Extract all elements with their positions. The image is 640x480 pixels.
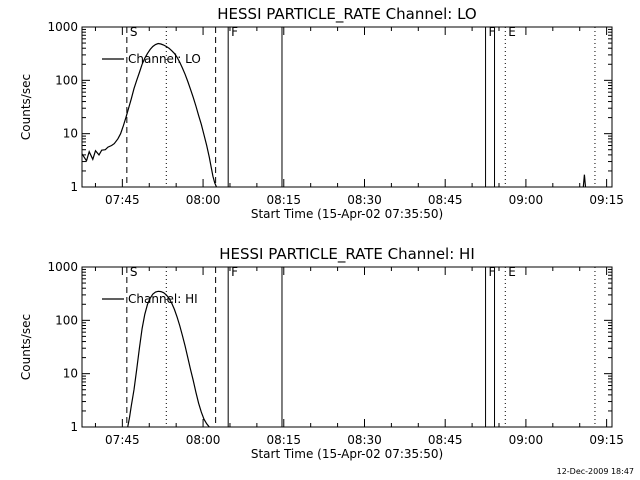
chart-panel-lo: HESSI PARTICLE_RATE Channel: LO 07:45 08:0… — [19, 5, 624, 221]
x-tick-label: 08:15 — [266, 193, 301, 207]
legend-label: Channel: HI — [128, 292, 198, 306]
x-tick-label: 07:45 — [105, 193, 140, 207]
x-tick-label: 08:45 — [428, 193, 463, 207]
y-axis-label: Counts/sec — [19, 314, 33, 380]
x-tick-label: 08:45 — [428, 433, 463, 447]
y-tick-label: 100 — [55, 73, 78, 87]
x-tick-label: 08:00 — [186, 433, 221, 447]
plot-frame — [81, 26, 613, 188]
chart-title: HESSI PARTICLE_RATE Channel: LO — [217, 5, 476, 24]
chart-title: HESSI PARTICLE_RATE Channel: HI — [219, 245, 475, 264]
y-tick-label: 1 — [70, 180, 78, 194]
y-tick-label: 10 — [63, 367, 78, 381]
series-line-1 — [582, 174, 587, 188]
series-line-0 — [127, 290, 210, 428]
event-marker-label: F — [231, 25, 238, 39]
series-line-0 — [81, 42, 218, 188]
x-tick-label: 07:45 — [105, 433, 140, 447]
event-marker-label: F — [489, 25, 496, 39]
x-tick-label: 09:15 — [589, 193, 624, 207]
event-marker-label: S — [130, 25, 138, 39]
event-marker-label: E — [508, 265, 516, 279]
chart-panel-hi: HESSI PARTICLE_RATE Channel: HI 07:45 08:0… — [19, 245, 624, 461]
y-tick-label: 1000 — [47, 20, 78, 34]
legend-label: Channel: LO — [128, 52, 201, 66]
event-marker-label: E — [508, 25, 516, 39]
event-marker-label: F — [231, 265, 238, 279]
x-axis-label: Start Time (15-Apr-02 07:35:50) — [251, 447, 443, 461]
y-tick-label: 10 — [63, 127, 78, 141]
event-marker-label: F — [489, 265, 496, 279]
y-tick-label: 100 — [55, 313, 78, 327]
x-tick-label: 08:30 — [347, 193, 382, 207]
x-tick-label: 09:00 — [509, 193, 544, 207]
x-tick-label: 08:30 — [347, 433, 382, 447]
y-axis-label: Counts/sec — [19, 74, 33, 140]
y-tick-label: 1 — [70, 420, 78, 434]
event-marker-label: S — [130, 265, 138, 279]
timestamp-stamp: 12-Dec-2009 18:47 — [556, 467, 634, 476]
x-tick-label: 08:00 — [186, 193, 221, 207]
x-axis-label: Start Time (15-Apr-02 07:35:50) — [251, 207, 443, 221]
y-tick-label: 1000 — [47, 260, 78, 274]
x-tick-label: 09:15 — [589, 433, 624, 447]
x-tick-label: 09:00 — [509, 433, 544, 447]
plot-frame — [81, 266, 613, 428]
x-tick-label: 08:15 — [266, 433, 301, 447]
